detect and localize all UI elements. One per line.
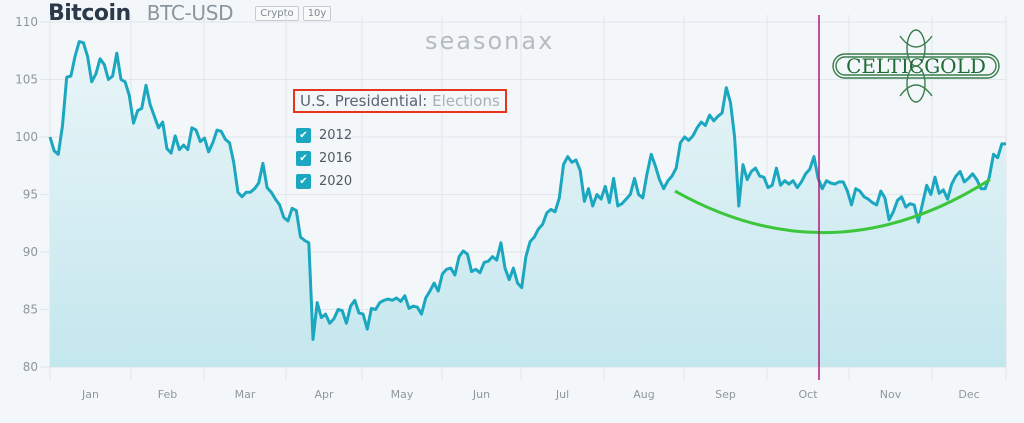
svg-text:Dec: Dec <box>958 388 979 401</box>
tag-group: Crypto 10y <box>255 5 332 21</box>
legend-item-2016[interactable]: ✔ 2016 <box>296 147 352 170</box>
svg-text:Jul: Jul <box>555 388 569 401</box>
series-area-fill <box>50 41 1006 367</box>
checkbox-checked-icon[interactable]: ✔ <box>296 151 311 166</box>
legend-title-main: U.S. Presidential: <box>300 92 428 110</box>
celtic-knot-icon <box>832 29 1000 103</box>
svg-text:Nov: Nov <box>880 388 902 401</box>
svg-text:105: 105 <box>15 73 38 87</box>
legend-item-2020[interactable]: ✔ 2020 <box>296 170 352 193</box>
svg-text:100: 100 <box>15 130 38 144</box>
tag-period[interactable]: 10y <box>302 5 332 21</box>
legend-label: 2012 <box>319 128 353 143</box>
svg-text:Apr: Apr <box>314 388 334 401</box>
tag-crypto[interactable]: Crypto <box>255 5 299 21</box>
series-line[interactable] <box>48 40 1006 341</box>
legend-title-sub: Elections <box>432 92 500 110</box>
watermark-logo: seasonax <box>425 27 555 55</box>
legend-label: 2020 <box>319 174 353 189</box>
svg-text:Sep: Sep <box>715 388 736 401</box>
legend-item-2012[interactable]: ✔ 2012 <box>296 124 352 147</box>
chart-title: Bitcoin <box>48 0 131 26</box>
x-axis: Jan Feb Mar Apr May Jun Jul Aug Sep Oct Nov Dec <box>81 388 980 401</box>
svg-text:90: 90 <box>23 245 38 259</box>
svg-text:95: 95 <box>23 188 38 202</box>
ticker-symbol: BTC-USD <box>146 1 234 25</box>
checkbox-checked-icon[interactable]: ✔ <box>296 174 311 189</box>
svg-text:110: 110 <box>15 15 38 29</box>
svg-text:Aug: Aug <box>633 388 654 401</box>
svg-text:May: May <box>391 388 414 401</box>
svg-text:Jan: Jan <box>81 388 99 401</box>
svg-text:80: 80 <box>23 360 38 374</box>
svg-text:Feb: Feb <box>158 388 177 401</box>
svg-text:Mar: Mar <box>235 388 256 401</box>
svg-text:Jun: Jun <box>472 388 490 401</box>
svg-text:Oct: Oct <box>798 388 818 401</box>
chart-header: Bitcoin BTC-USD Crypto 10y <box>48 0 332 26</box>
logo-text: CELTICGOLD <box>846 54 986 78</box>
y-axis: 80 85 90 95 100 105 110 <box>15 15 38 374</box>
celticgold-logo: CELTICGOLD <box>832 29 1000 103</box>
trend-curve <box>674 178 991 235</box>
legend-title[interactable]: U.S. Presidential: Elections <box>293 89 507 113</box>
legend: ✔ 2012 ✔ 2016 ✔ 2020 <box>296 124 352 193</box>
legend-label: 2016 <box>319 151 353 166</box>
checkbox-checked-icon[interactable]: ✔ <box>296 128 311 143</box>
svg-text:85: 85 <box>23 303 38 317</box>
